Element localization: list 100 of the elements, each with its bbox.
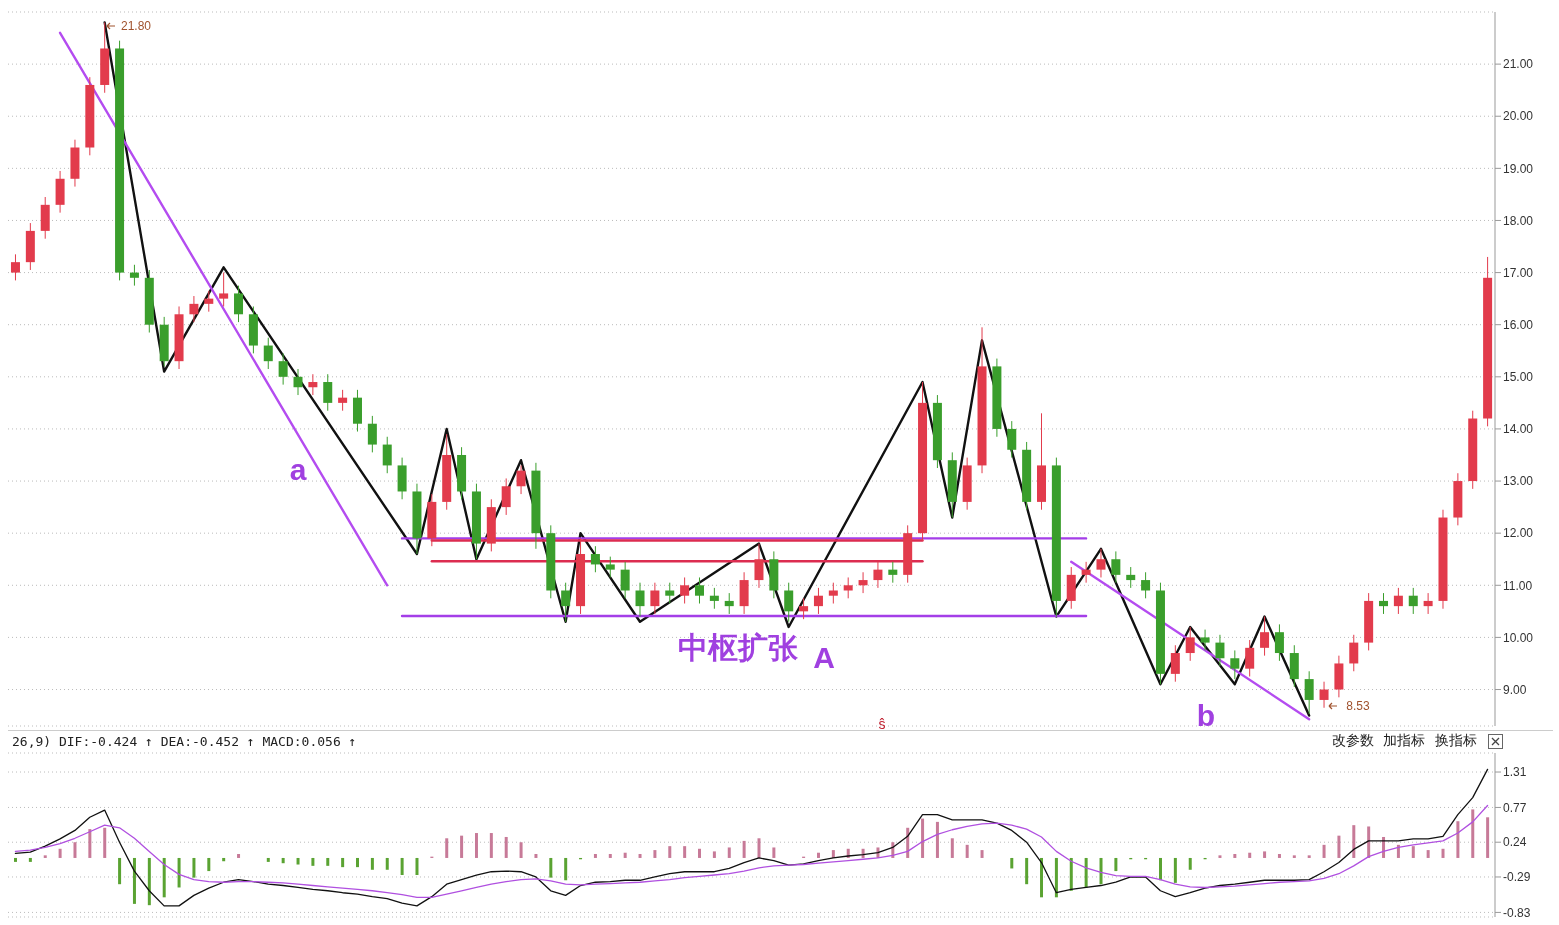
bar — [400, 857, 404, 876]
bar — [237, 854, 241, 858]
candlestick — [680, 576, 690, 605]
bar — [1069, 857, 1073, 891]
bar — [177, 857, 181, 888]
bar — [118, 857, 122, 885]
candlestick — [1408, 587, 1418, 615]
bar — [1352, 825, 1356, 858]
candlestick — [10, 253, 20, 281]
bar — [772, 847, 776, 858]
candlestick — [694, 576, 704, 605]
bar — [1307, 855, 1311, 858]
bar — [1233, 854, 1237, 858]
candlestick — [278, 352, 288, 386]
y-tick-label: 1.31 — [1503, 765, 1527, 780]
y-tick-label: 18.00 — [1503, 213, 1534, 228]
chart-title: 26,9) DIF:-0.424 ↑ DEA:-0.452 ↑ MACD:0.056 ↑ — [12, 734, 357, 749]
line-series — [14, 768, 1489, 907]
bar — [415, 857, 419, 876]
bar — [147, 857, 151, 906]
candlestick — [665, 582, 675, 605]
bar — [965, 844, 969, 858]
bar — [296, 857, 300, 865]
bar — [608, 854, 612, 858]
bar — [1188, 857, 1192, 870]
bar — [1441, 848, 1445, 858]
y-tick-label: -0.29 — [1503, 870, 1531, 885]
candlestick — [799, 597, 809, 620]
candlestick — [1304, 670, 1314, 715]
bar — [445, 838, 449, 858]
annotation: a — [289, 453, 307, 487]
candlestick — [1096, 548, 1106, 578]
bar — [103, 827, 107, 858]
bar — [1173, 857, 1177, 883]
bar — [549, 857, 553, 878]
bar — [14, 857, 17, 862]
bar — [460, 835, 464, 858]
bar — [504, 836, 508, 858]
candlestick — [650, 582, 660, 615]
candlestick — [189, 295, 199, 323]
bar — [28, 857, 32, 862]
y-tick-label: -0.83 — [1503, 905, 1531, 920]
y-tick-label: 0.24 — [1503, 835, 1527, 850]
bar — [370, 857, 374, 870]
bar — [712, 851, 716, 858]
candlestick — [367, 415, 377, 453]
candlestick — [1111, 550, 1121, 584]
candlestick — [754, 543, 764, 589]
bar — [816, 852, 820, 858]
candlestick — [635, 582, 645, 618]
bar — [668, 846, 672, 858]
bar — [698, 848, 702, 858]
y-tick-label: 17.00 — [1503, 265, 1534, 280]
bar — [950, 838, 954, 858]
y-tick-label: 12.00 — [1503, 526, 1534, 541]
candlestick — [784, 582, 794, 623]
bar — [1158, 857, 1162, 881]
candlestick — [1215, 634, 1225, 667]
bar — [935, 821, 939, 858]
bar — [311, 857, 315, 866]
candlestick — [1379, 592, 1389, 615]
bar — [757, 838, 761, 858]
candlestick — [1230, 649, 1240, 680]
bar — [222, 857, 226, 862]
candlestick — [1200, 629, 1210, 651]
bar — [534, 854, 538, 858]
bar — [88, 829, 92, 858]
bar — [326, 857, 330, 866]
candlestick — [1393, 587, 1403, 615]
bar — [1426, 850, 1430, 858]
candlestick — [1126, 566, 1136, 589]
candlestick — [858, 571, 868, 594]
bar — [519, 842, 523, 858]
bar — [1084, 857, 1088, 888]
bar — [980, 850, 984, 858]
bar — [1411, 846, 1415, 858]
annotation: A — [813, 641, 835, 675]
bar — [1114, 857, 1118, 872]
y-tick-label: 14.00 — [1503, 422, 1534, 437]
bar — [474, 833, 478, 858]
bar — [281, 857, 285, 864]
bar — [653, 850, 657, 858]
candlestick — [338, 389, 348, 412]
bar — [1040, 857, 1044, 898]
bar — [1054, 857, 1058, 898]
bar — [356, 857, 360, 868]
candlestick — [605, 556, 615, 578]
text: 加指标 — [1383, 732, 1425, 750]
bar — [1025, 857, 1029, 885]
candlestick — [1260, 616, 1270, 657]
annotation: 8.53 — [1346, 699, 1370, 713]
bar — [489, 833, 493, 858]
candlestick — [263, 337, 273, 370]
text: 改参数 — [1332, 732, 1374, 750]
candlestick — [843, 576, 853, 599]
bar — [1248, 852, 1252, 858]
bar — [623, 852, 627, 858]
candlestick — [709, 587, 719, 610]
bar — [564, 857, 568, 881]
bar — [73, 842, 77, 858]
